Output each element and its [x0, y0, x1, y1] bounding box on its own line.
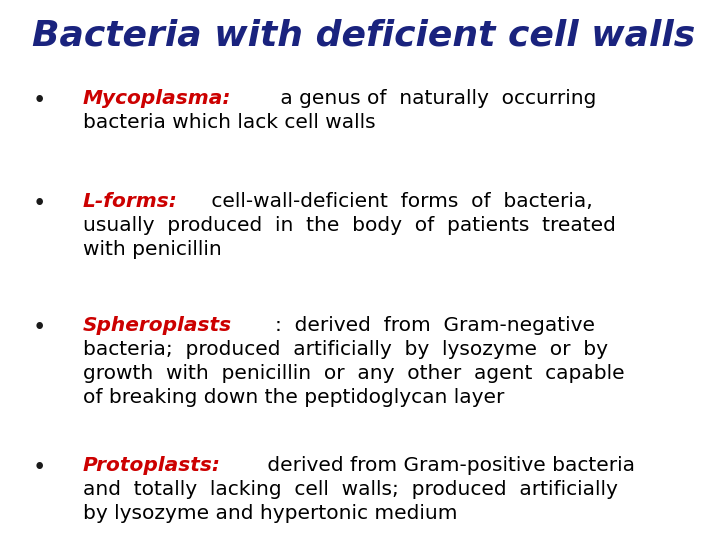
Text: of breaking down the peptidoglycan layer: of breaking down the peptidoglycan layer — [83, 388, 504, 407]
Text: •: • — [33, 316, 46, 339]
Text: :  derived  from  Gram-negative: : derived from Gram-negative — [275, 316, 595, 335]
Text: growth  with  penicillin  or  any  other  agent  capable: growth with penicillin or any other agen… — [83, 364, 624, 383]
Text: Mycoplasma:: Mycoplasma: — [83, 89, 231, 108]
Text: and  totally  lacking  cell  walls;  produced  artificially: and totally lacking cell walls; produced… — [83, 480, 618, 499]
Text: Bacteria with deficient cell walls: Bacteria with deficient cell walls — [32, 19, 696, 53]
Text: •: • — [33, 192, 46, 215]
Text: a genus of  naturally  occurring: a genus of naturally occurring — [274, 89, 597, 108]
Text: cell-wall-deficient  forms  of  bacteria,: cell-wall-deficient forms of bacteria, — [205, 192, 593, 211]
Text: bacteria;  produced  artificially  by  lysozyme  or  by: bacteria; produced artificially by lysoz… — [83, 340, 608, 359]
Text: •: • — [33, 89, 46, 112]
Text: Protoplasts:: Protoplasts: — [83, 456, 220, 475]
Text: by lysozyme and hypertonic medium: by lysozyme and hypertonic medium — [83, 504, 457, 523]
Text: Spheroplasts: Spheroplasts — [83, 316, 232, 335]
Text: with penicillin: with penicillin — [83, 240, 222, 259]
Text: derived from Gram-positive bacteria: derived from Gram-positive bacteria — [261, 456, 635, 475]
Text: L-forms:: L-forms: — [83, 192, 178, 211]
Text: bacteria which lack cell walls: bacteria which lack cell walls — [83, 113, 375, 132]
Text: usually  produced  in  the  body  of  patients  treated: usually produced in the body of patients… — [83, 215, 616, 234]
Text: •: • — [33, 456, 46, 480]
